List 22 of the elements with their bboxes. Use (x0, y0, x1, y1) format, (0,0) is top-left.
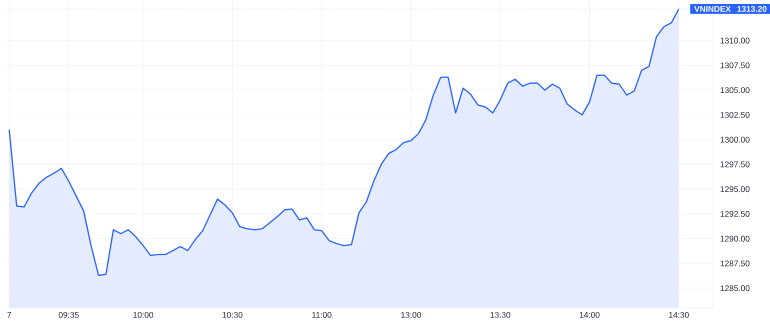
y-tick-label: 1287.50 (720, 260, 750, 266)
y-tick-label: 1295.00 (720, 186, 750, 192)
y-tick-label: 1307.50 (720, 62, 750, 68)
y-tick-label: 1285.00 (720, 285, 750, 292)
y-tick-label: 1290.00 (720, 236, 750, 242)
y-tick-label: 1297.50 (720, 161, 750, 168)
x-tick-label: 09:35 (58, 312, 79, 318)
x-tick-label: 11:00 (312, 312, 332, 318)
y-tick-label: 1305.00 (720, 87, 750, 94)
x-tick-label: 14:30 (669, 312, 689, 318)
x-tick-label: 13:30 (490, 312, 510, 318)
x-tick-label: 10:30 (222, 312, 242, 318)
y-tick-label: 1302.50 (720, 112, 750, 118)
ref-line-label: 1313.20 (737, 6, 766, 12)
y-tick-label: 1292.50 (720, 210, 750, 217)
series-label: VNINDEX (694, 6, 731, 12)
x-tick-label: 10:00 (133, 312, 154, 318)
x-tick-label: 13:00 (401, 312, 421, 318)
x-tick-label: 7 (7, 312, 12, 318)
x-tick-label: 14:00 (580, 312, 600, 318)
y-tick-label: 1310.00 (720, 38, 750, 44)
y-tick-label: 1300.00 (720, 136, 750, 143)
